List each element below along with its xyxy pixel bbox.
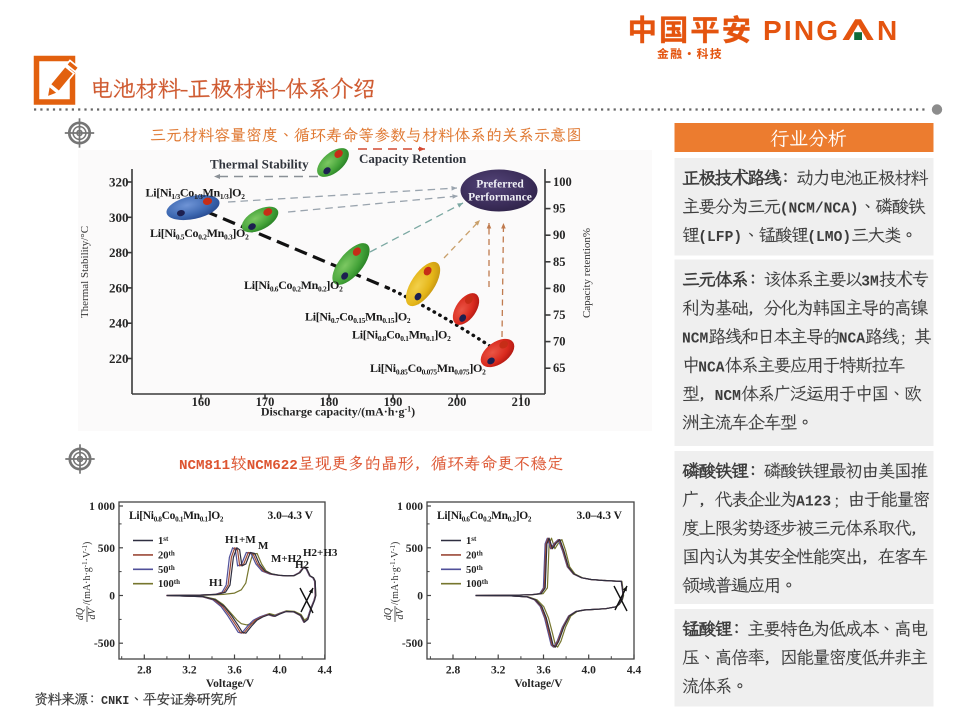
svg-text:dQ: dQ <box>75 607 86 620</box>
svg-text:85: 85 <box>553 255 566 269</box>
svg-text:-500: -500 <box>402 638 423 650</box>
svg-text:M+H2: M+H2 <box>271 553 302 565</box>
svg-text:Li[Ni0.8Co0.1Mn0.1]O2: Li[Ni0.8Co0.1Mn0.1]O2 <box>352 328 451 344</box>
svg-text:190: 190 <box>384 395 403 409</box>
svg-text:CNKI: CNKI <box>101 694 129 708</box>
svg-text:PING: PING <box>763 15 840 46</box>
svg-text:NCA: NCA <box>839 332 866 348</box>
svg-text:220: 220 <box>109 351 129 366</box>
svg-text:Capacity retention%: Capacity retention% <box>581 228 593 318</box>
svg-text:NCM: NCM <box>682 332 709 348</box>
svg-text:95: 95 <box>553 202 566 216</box>
svg-text:Thermal Stability/°C: Thermal Stability/°C <box>79 226 91 318</box>
svg-text:A123: A123 <box>796 495 831 511</box>
svg-text:/(mA·h·g-1·V-1): /(mA·h·g-1·V-1) <box>389 542 401 605</box>
svg-text:H2+H3: H2+H3 <box>303 547 338 559</box>
svg-text:500: 500 <box>406 543 424 555</box>
svg-text:0: 0 <box>109 591 115 603</box>
svg-text:Li[Ni0.6Co0.2Mn0.2]O2: Li[Ni0.6Co0.2Mn0.2]O2 <box>244 278 343 294</box>
svg-text:500: 500 <box>98 543 116 555</box>
svg-text:160: 160 <box>192 395 211 409</box>
svg-text:Li[Ni1/3Co1/3Mn1/3]O2: Li[Ni1/3Co1/3Mn1/3]O2 <box>146 186 246 202</box>
svg-text:4.4: 4.4 <box>627 665 642 677</box>
svg-text:NCM: NCM <box>715 389 742 405</box>
svg-text:3.6: 3.6 <box>536 665 551 677</box>
svg-text:-500: -500 <box>94 638 115 650</box>
svg-text:240: 240 <box>109 316 129 331</box>
svg-text:Capacity Retention: Capacity Retention <box>359 151 467 166</box>
svg-text:2.8: 2.8 <box>137 665 152 677</box>
svg-text:2.8: 2.8 <box>446 665 461 677</box>
svg-text:/(mA·h·g-1·V-1): /(mA·h·g-1·V-1) <box>81 542 93 605</box>
svg-text:Thermal Stability: Thermal Stability <box>210 157 309 172</box>
svg-text:Preferred: Preferred <box>476 179 524 191</box>
svg-text:4.0: 4.0 <box>273 665 288 677</box>
svg-text:3.6: 3.6 <box>227 665 242 677</box>
svg-text:75: 75 <box>553 308 566 322</box>
svg-text:H1+M: H1+M <box>225 534 256 546</box>
svg-text:N: N <box>877 15 897 46</box>
svg-text:(NCM/NCA): (NCM/NCA) <box>780 202 859 218</box>
svg-text:dQ: dQ <box>383 607 394 620</box>
svg-text:3M: 3M <box>861 275 879 291</box>
svg-text:NCA: NCA <box>698 360 725 376</box>
svg-text:180: 180 <box>320 395 339 409</box>
svg-text:Li[Ni0.5Co0.2Mn0.3]O2: Li[Ni0.5Co0.2Mn0.3]O2 <box>150 226 249 242</box>
svg-text:100: 100 <box>553 175 572 189</box>
svg-text:1st: 1st <box>158 535 169 547</box>
svg-text:70: 70 <box>553 335 566 349</box>
svg-text:Li[Ni0.7Co0.15Mn0.15]O2: Li[Ni0.7Co0.15Mn0.15]O2 <box>305 310 411 326</box>
svg-text:320: 320 <box>109 175 129 190</box>
svg-text:(LMO): (LMO) <box>807 230 851 246</box>
svg-text:H2: H2 <box>295 559 310 571</box>
svg-text:dV: dV <box>395 607 406 620</box>
svg-text:3.0–4.3 V: 3.0–4.3 V <box>577 510 623 522</box>
svg-text:Li[Ni0.8Co0.1Mn0.1]O2: Li[Ni0.8Co0.1Mn0.1]O2 <box>129 510 224 524</box>
svg-text:(LFP): (LFP) <box>698 230 742 246</box>
svg-text:0: 0 <box>417 591 423 603</box>
svg-text:65: 65 <box>553 361 566 375</box>
svg-text:Discharge capacity/(mA·h·g-1): Discharge capacity/(mA·h·g-1) <box>261 405 415 419</box>
svg-text:280: 280 <box>109 245 129 260</box>
svg-text:4.4: 4.4 <box>318 665 333 677</box>
svg-text:dV: dV <box>87 607 98 620</box>
svg-text:NCM622: NCM622 <box>247 458 298 474</box>
svg-text:170: 170 <box>256 395 275 409</box>
svg-text:3.0–4.3 V: 3.0–4.3 V <box>268 510 314 522</box>
svg-text:Voltage/V: Voltage/V <box>514 678 563 690</box>
svg-text:3.2: 3.2 <box>491 665 506 677</box>
svg-text:210: 210 <box>512 395 531 409</box>
svg-text:M: M <box>258 540 269 552</box>
svg-text:300: 300 <box>109 210 129 225</box>
svg-text:4.0: 4.0 <box>582 665 597 677</box>
svg-text:H1: H1 <box>209 577 223 589</box>
svg-text:1 000: 1 000 <box>397 501 423 513</box>
svg-text:1st: 1st <box>466 535 477 547</box>
svg-text:200: 200 <box>448 395 467 409</box>
svg-text:260: 260 <box>109 280 129 295</box>
svg-text:3.2: 3.2 <box>182 665 197 677</box>
svg-text:Li[Ni0.6Co0.2Mn0.2]O2: Li[Ni0.6Co0.2Mn0.2]O2 <box>437 510 532 524</box>
svg-text:Li[Ni0.85Co0.075Mn0.075]O2: Li[Ni0.85Co0.075Mn0.075]O2 <box>370 361 486 377</box>
svg-text:80: 80 <box>553 281 566 295</box>
svg-text:Performance: Performance <box>468 192 532 204</box>
svg-text:1 000: 1 000 <box>89 501 115 513</box>
svg-text:90: 90 <box>553 228 566 242</box>
svg-text:NCM811: NCM811 <box>179 458 230 474</box>
svg-text:Voltage/V: Voltage/V <box>206 678 255 690</box>
